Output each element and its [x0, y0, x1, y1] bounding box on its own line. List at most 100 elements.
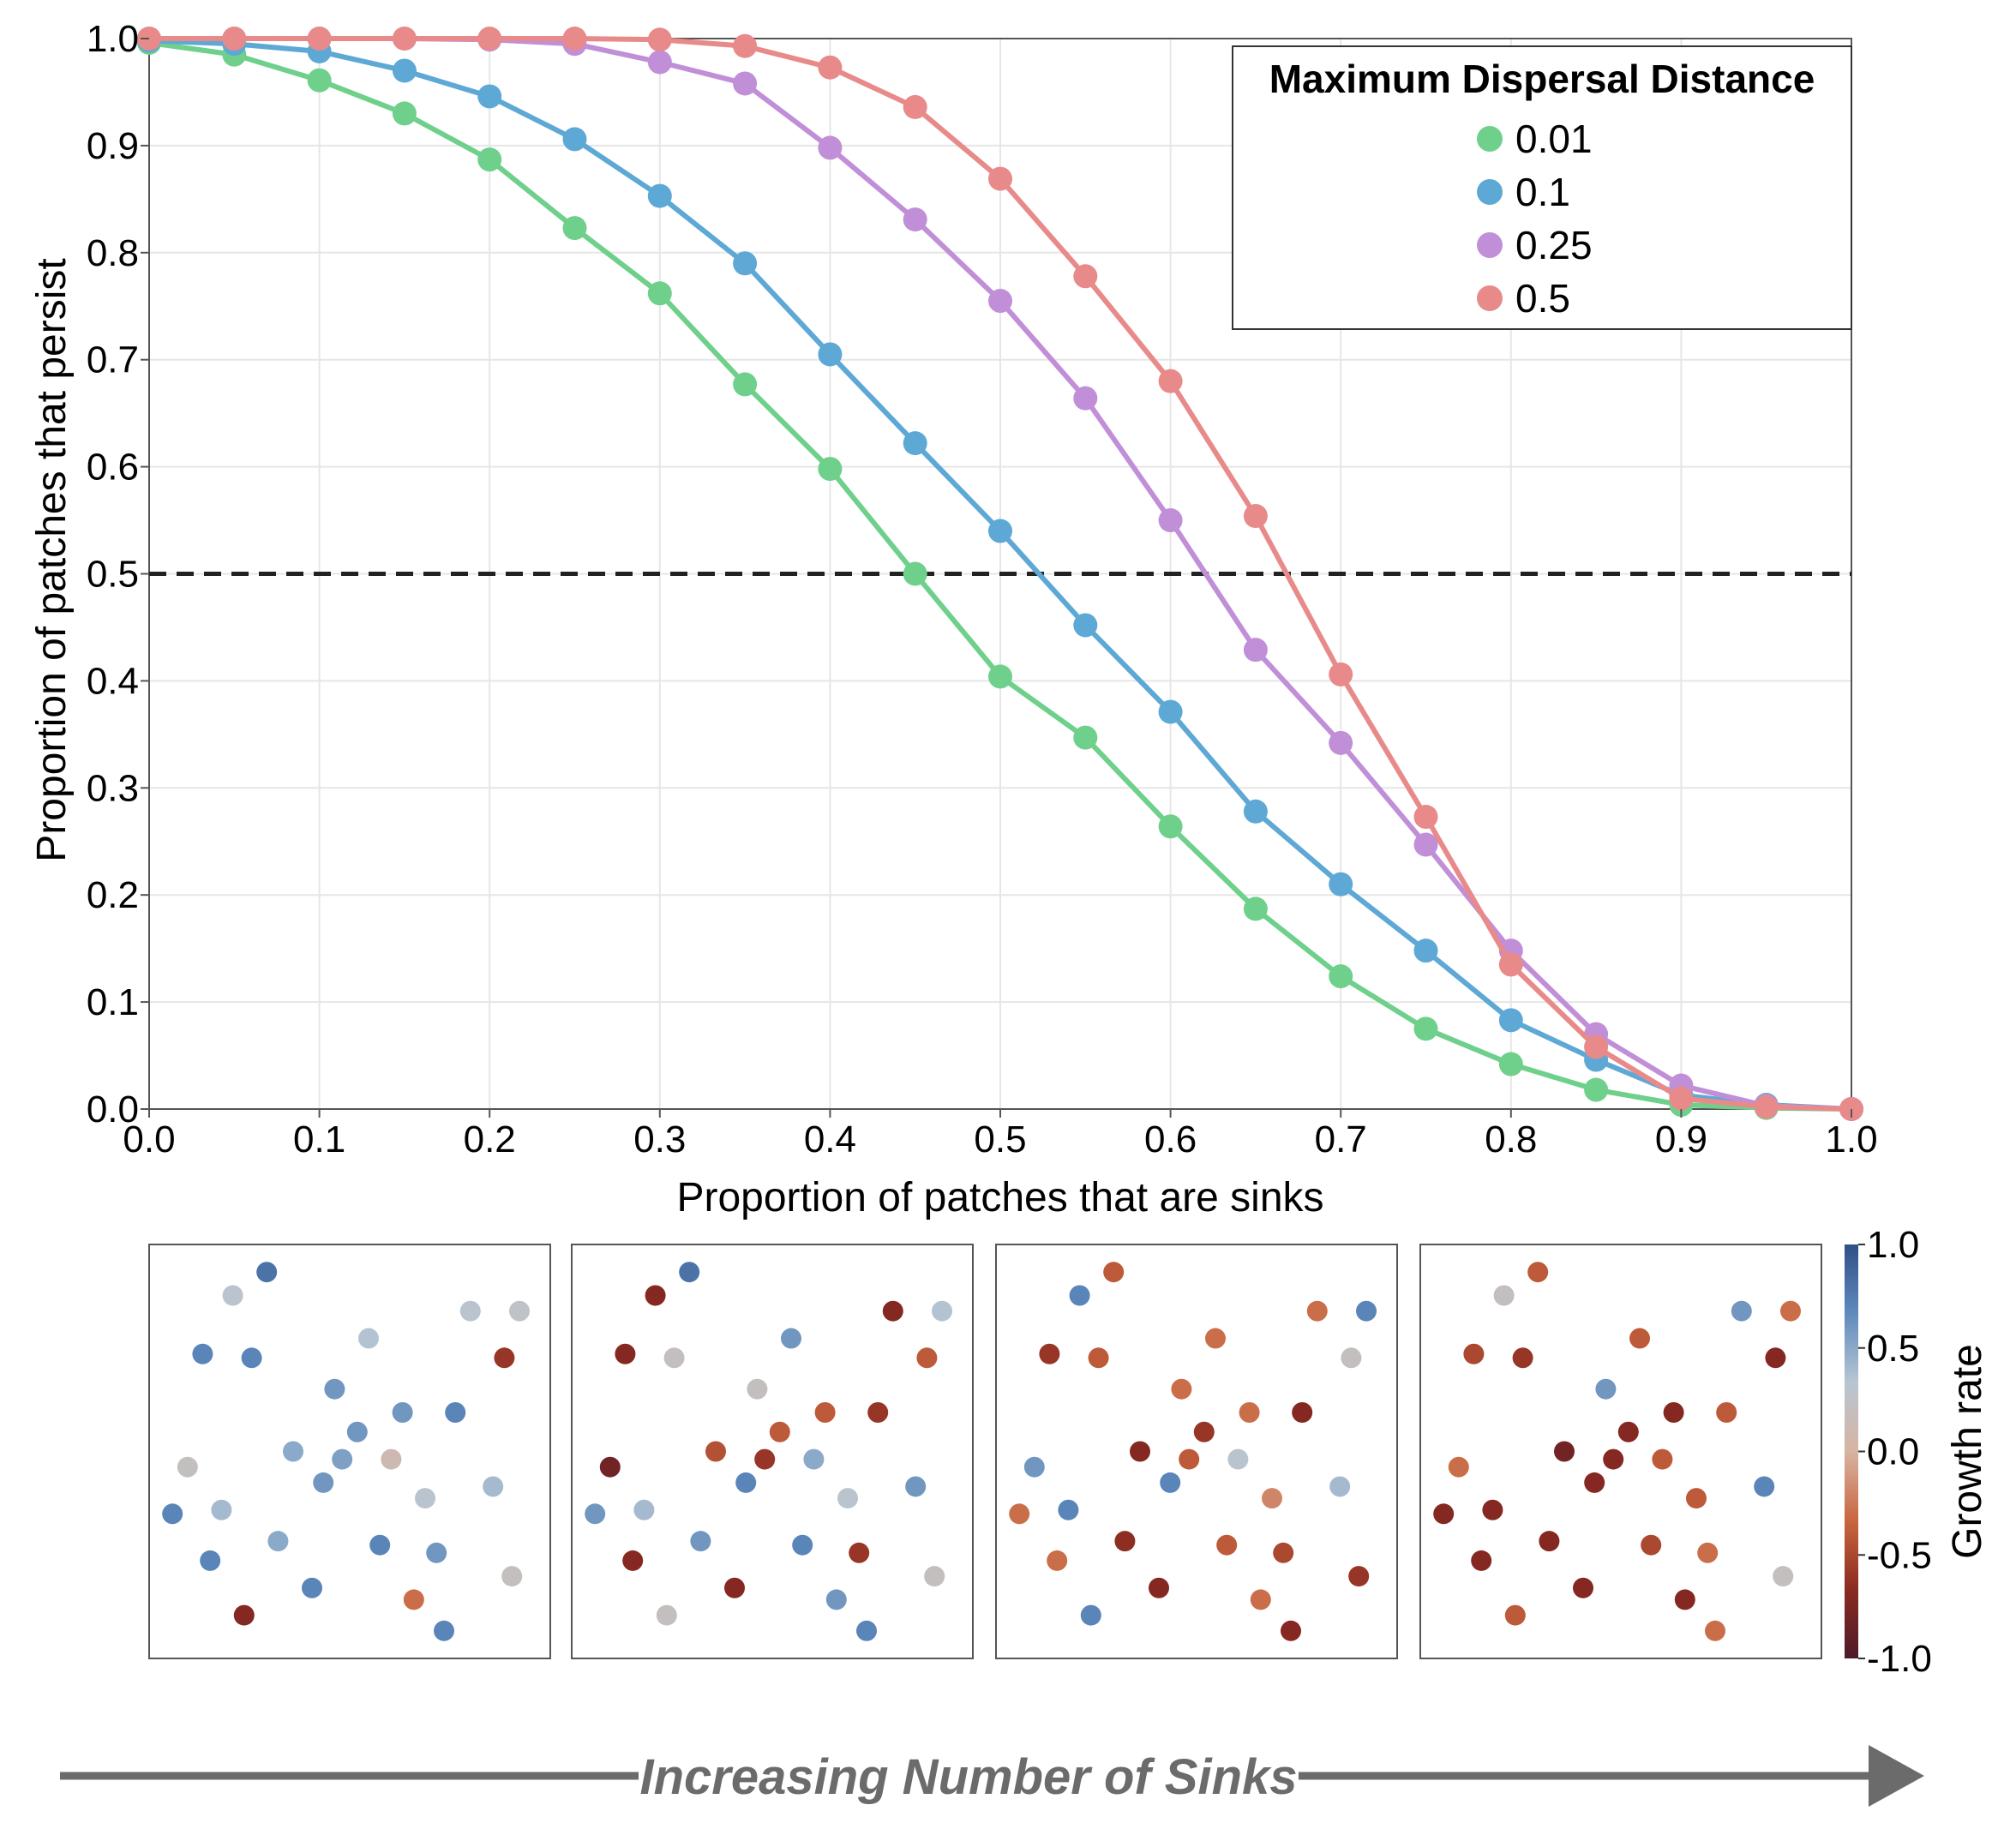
patch-point — [1058, 1500, 1078, 1520]
series-point — [477, 147, 501, 171]
patch-point — [1765, 1347, 1785, 1368]
patch-map-panels — [149, 1244, 1821, 1658]
series-point — [1159, 814, 1183, 838]
x-tick-label: 0.2 — [464, 1118, 516, 1160]
legend-label: 0.01 — [1515, 117, 1593, 161]
series-point — [1755, 1095, 1779, 1119]
x-tick-label: 0.8 — [1485, 1118, 1537, 1160]
patch-point — [242, 1347, 262, 1368]
patch-point — [1329, 1476, 1350, 1496]
patch-point — [657, 1605, 677, 1626]
patch-point — [1780, 1301, 1801, 1322]
patch-point — [633, 1500, 654, 1520]
patch-point — [1705, 1621, 1725, 1641]
patch-point — [826, 1589, 847, 1610]
patch-point — [664, 1347, 685, 1368]
patch-point — [1009, 1503, 1029, 1524]
patch-point — [256, 1262, 277, 1282]
patch-map-panel-2 — [572, 1244, 973, 1658]
patch-point — [192, 1344, 213, 1364]
y-axis-title: Proportion of patches that persist — [29, 258, 75, 861]
series-point — [1414, 938, 1438, 962]
y-tick-label: 0.5 — [87, 554, 139, 596]
legend-marker — [1477, 232, 1503, 258]
series-point — [648, 281, 672, 305]
series-point — [1073, 387, 1097, 411]
x-tick-label: 1.0 — [1825, 1118, 1877, 1160]
colorbar-tick-label: -0.5 — [1867, 1534, 1932, 1576]
x-tick-label: 0.1 — [293, 1118, 345, 1160]
series-point — [1499, 1008, 1523, 1032]
patch-point — [267, 1531, 288, 1551]
series-point — [1244, 897, 1268, 920]
series-point — [988, 289, 1012, 313]
patch-point — [1292, 1402, 1312, 1423]
colorbar-tick-label: 1.0 — [1867, 1224, 1919, 1266]
series-point — [1073, 264, 1097, 288]
patch-point — [1194, 1422, 1215, 1442]
patch-point — [509, 1301, 530, 1322]
legend-marker — [1477, 179, 1503, 205]
patch-point — [1103, 1262, 1124, 1282]
patch-point — [724, 1578, 745, 1598]
colorbar-tick-label: -1.0 — [1867, 1638, 1932, 1680]
patch-point — [856, 1621, 877, 1641]
patch-point — [747, 1379, 767, 1400]
patch-point — [1463, 1344, 1484, 1364]
patch-point — [1686, 1488, 1707, 1508]
patch-point — [837, 1488, 858, 1508]
series-point — [1159, 700, 1183, 724]
patch-point — [1239, 1402, 1260, 1423]
patch-point — [369, 1535, 390, 1556]
patch-point — [705, 1442, 726, 1462]
arrow-head — [1869, 1745, 1924, 1807]
y-tick-label: 0.4 — [87, 660, 139, 702]
patch-point — [415, 1488, 435, 1508]
y-tick-label: 1.0 — [87, 18, 139, 60]
series-point — [1159, 508, 1183, 532]
series-point — [733, 71, 757, 95]
patch-point — [932, 1301, 952, 1322]
patch-point — [1130, 1442, 1150, 1462]
patch-point — [460, 1301, 481, 1322]
patch-point — [234, 1605, 255, 1626]
patch-point — [283, 1442, 303, 1462]
y-tick-label: 0.8 — [87, 232, 139, 274]
patch-point — [690, 1531, 711, 1551]
patch-point — [1731, 1301, 1752, 1322]
patch-point — [883, 1301, 903, 1322]
series-point — [1159, 369, 1183, 393]
panel-frame — [149, 1244, 550, 1658]
patch-point — [1773, 1566, 1793, 1586]
series-point — [818, 56, 842, 80]
y-tick-label: 0.3 — [87, 767, 139, 809]
patch-point — [645, 1286, 666, 1306]
patch-point — [781, 1328, 801, 1349]
patch-point — [1356, 1301, 1377, 1322]
series-point — [1073, 613, 1097, 637]
series-point — [1414, 805, 1438, 829]
x-tick-label: 0.5 — [974, 1118, 1026, 1160]
panel-frame — [572, 1244, 973, 1658]
series-point — [988, 167, 1012, 191]
patch-point — [177, 1457, 198, 1478]
patch-point — [426, 1543, 447, 1563]
patch-point — [1573, 1578, 1593, 1598]
series-point — [393, 58, 417, 82]
patch-point — [1494, 1286, 1515, 1306]
patch-point — [1505, 1605, 1526, 1626]
arrow-label: Increasing Number of Sinks — [639, 1749, 1297, 1805]
series-point — [733, 251, 757, 275]
patch-point — [600, 1457, 621, 1478]
legend-marker — [1477, 285, 1503, 311]
colorbar-tick-label: 0.0 — [1867, 1431, 1919, 1473]
patch-point — [1629, 1328, 1650, 1349]
y-tick-label: 0.7 — [87, 339, 139, 381]
patch-point — [1584, 1472, 1605, 1493]
series-point — [308, 69, 332, 93]
patch-point — [1449, 1457, 1469, 1478]
legend-label: 0.5 — [1515, 276, 1570, 321]
series-point — [477, 84, 501, 108]
series-point — [1499, 1052, 1523, 1076]
patch-point — [849, 1543, 869, 1563]
